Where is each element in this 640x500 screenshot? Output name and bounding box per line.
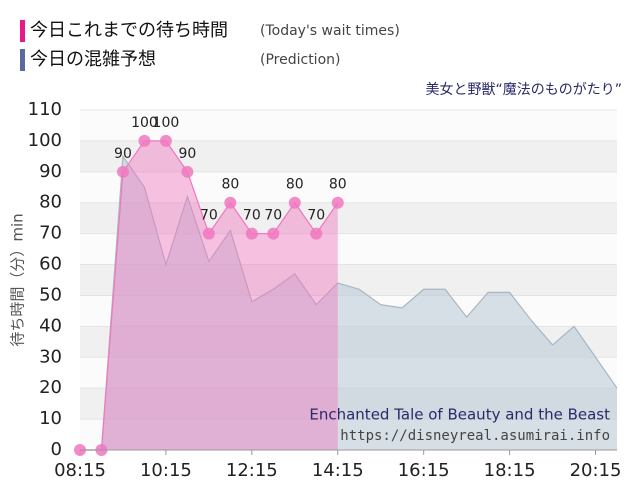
- area: [80, 140, 338, 450]
- point: [310, 227, 323, 240]
- y-tick-label: 40: [39, 315, 62, 336]
- y-tick-label: 90: [39, 161, 62, 182]
- y-tick-label: 80: [39, 192, 62, 213]
- y-axis-label: 待ち時間（分）min: [9, 213, 27, 346]
- legend-swatch: [20, 20, 25, 42]
- legend-swatch: [20, 49, 25, 71]
- legend-note: (Prediction): [260, 52, 340, 68]
- data-label: 80: [329, 177, 347, 193]
- y-tick-label: 110: [28, 99, 62, 120]
- y-tick-label: 10: [39, 408, 62, 429]
- y-tick-label: 60: [39, 254, 62, 275]
- point: [159, 134, 172, 147]
- x-tick-label: 20:15: [570, 460, 622, 481]
- data-label: 70: [200, 208, 218, 224]
- x-tick-label: 10:15: [140, 460, 192, 481]
- point: [181, 165, 194, 178]
- data-label: 80: [286, 177, 304, 193]
- point: [202, 227, 215, 240]
- legend-label: 今日の混雑予想: [30, 49, 156, 70]
- x-tick-label: 08:15: [54, 460, 106, 481]
- data-label: 80: [221, 177, 239, 193]
- point: [331, 196, 344, 209]
- y-tick-label: 50: [39, 284, 62, 305]
- point: [267, 227, 280, 240]
- data-label: 100: [153, 115, 180, 131]
- point: [138, 134, 151, 147]
- point: [245, 227, 258, 240]
- data-label: 90: [114, 146, 132, 162]
- data-label: 70: [264, 208, 282, 224]
- data-label: 70: [307, 208, 325, 224]
- point: [224, 196, 237, 209]
- x-tick-label: 18:15: [484, 460, 536, 481]
- y-tick-label: 0: [51, 439, 62, 460]
- data-label: 100: [131, 115, 158, 131]
- annotation: Enchanted Tale of Beauty and the Beast: [309, 406, 610, 424]
- x-tick-label: 12:15: [226, 460, 278, 481]
- point: [288, 196, 301, 209]
- point: [116, 165, 129, 178]
- line: [80, 154, 618, 451]
- y-tick-label: 30: [39, 346, 62, 367]
- area: [80, 156, 617, 450]
- grid-band: [80, 202, 617, 234]
- annotation: https://disneyreal.asumirai.info: [340, 428, 610, 444]
- y-tick-label: 20: [39, 377, 62, 398]
- x-tick-label: 16:15: [398, 460, 450, 481]
- data-label: 90: [178, 146, 196, 162]
- y-tick-label: 100: [28, 130, 62, 151]
- data-label: 70: [243, 208, 261, 224]
- y-tick-label: 70: [39, 223, 62, 244]
- legend-label: 今日これまでの待ち時間: [30, 20, 228, 41]
- subtitle: 美女と野獣“魔法のものがたり”: [425, 81, 622, 98]
- legend-note: (Today's wait times): [260, 23, 400, 39]
- x-tick-label: 14:15: [312, 460, 364, 481]
